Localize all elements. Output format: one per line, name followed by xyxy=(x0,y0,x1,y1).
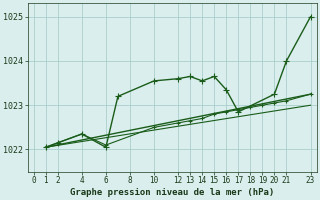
X-axis label: Graphe pression niveau de la mer (hPa): Graphe pression niveau de la mer (hPa) xyxy=(70,188,274,197)
